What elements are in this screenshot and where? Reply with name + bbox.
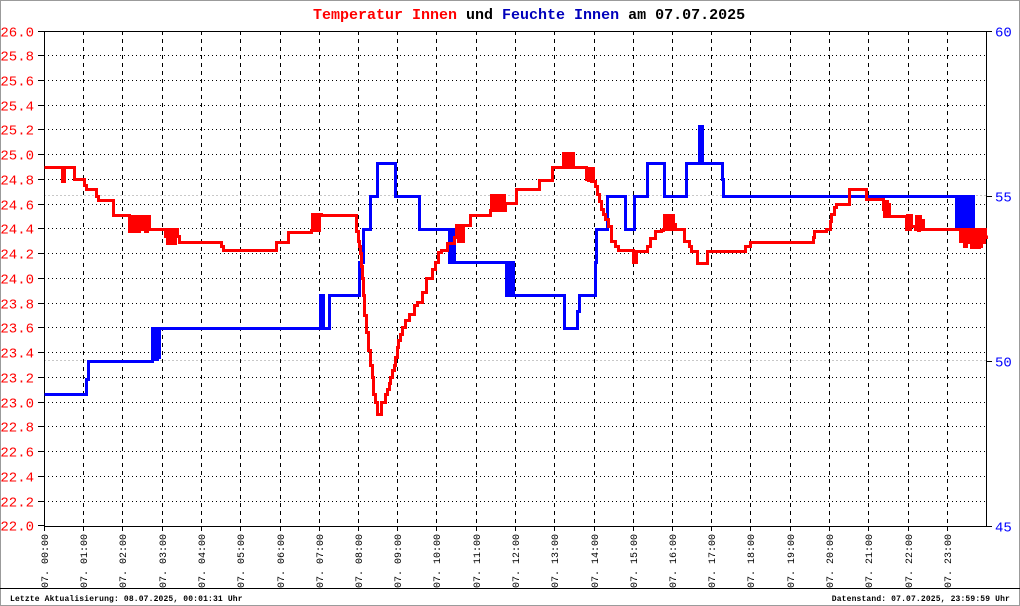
svg-text:07. 11:00: 07. 11:00 (473, 534, 484, 588)
svg-text:25.0: 25.0 (0, 149, 34, 165)
svg-text:24.8: 24.8 (0, 174, 34, 190)
svg-text:07. 13:00: 07. 13:00 (551, 534, 562, 588)
svg-text:07. 00:00: 07. 00:00 (41, 534, 52, 588)
svg-text:07. 21:00: 07. 21:00 (865, 534, 876, 588)
svg-text:22.0: 22.0 (0, 520, 34, 536)
svg-text:22.2: 22.2 (0, 496, 34, 512)
svg-text:07. 15:00: 07. 15:00 (630, 534, 641, 588)
svg-text:25.6: 25.6 (0, 75, 34, 91)
svg-text:23.2: 23.2 (0, 372, 34, 388)
svg-text:26.0: 26.0 (0, 26, 34, 42)
svg-text:07. 17:00: 07. 17:00 (708, 534, 719, 588)
svg-text:23.8: 23.8 (0, 298, 34, 314)
svg-text:Letzte Aktualisierung: 08.07.2: Letzte Aktualisierung: 08.07.2025, 00:01… (10, 595, 243, 604)
svg-text:23.6: 23.6 (0, 322, 34, 338)
svg-text:22.4: 22.4 (0, 471, 34, 487)
svg-text:23.4: 23.4 (0, 347, 34, 363)
svg-text:07. 14:00: 07. 14:00 (591, 534, 602, 588)
svg-text:Datenstand: 07.07.2025, 23:59:: Datenstand: 07.07.2025, 23:59:59 Uhr (832, 595, 1010, 604)
svg-text:07. 23:00: 07. 23:00 (944, 534, 955, 588)
svg-text:07. 06:00: 07. 06:00 (277, 534, 288, 588)
svg-text:07. 03:00: 07. 03:00 (159, 534, 170, 588)
svg-text:24.4: 24.4 (0, 223, 34, 239)
svg-text:25.4: 25.4 (0, 100, 34, 116)
svg-text:24.6: 24.6 (0, 199, 34, 215)
svg-text:25.2: 25.2 (0, 124, 34, 140)
svg-text:50: 50 (995, 356, 1012, 372)
svg-text:07. 16:00: 07. 16:00 (669, 534, 680, 588)
svg-text:60: 60 (995, 26, 1012, 42)
svg-text:07. 07:00: 07. 07:00 (316, 534, 327, 588)
svg-text:07. 19:00: 07. 19:00 (787, 534, 798, 588)
svg-text:07. 04:00: 07. 04:00 (198, 534, 209, 588)
svg-text:Temperatur Innen und Feuchte I: Temperatur Innen und Feuchte Innen am 07… (313, 7, 745, 24)
svg-text:07. 12:00: 07. 12:00 (512, 534, 523, 588)
svg-text:07. 20:00: 07. 20:00 (826, 534, 837, 588)
svg-text:07. 01:00: 07. 01:00 (80, 534, 91, 588)
svg-text:07. 09:00: 07. 09:00 (394, 534, 405, 588)
svg-text:07. 02:00: 07. 02:00 (119, 534, 130, 588)
svg-text:22.6: 22.6 (0, 446, 34, 462)
svg-text:07. 08:00: 07. 08:00 (355, 534, 366, 588)
svg-text:22.8: 22.8 (0, 421, 34, 437)
svg-text:07. 10:00: 07. 10:00 (433, 534, 444, 588)
svg-text:45: 45 (995, 521, 1012, 537)
svg-text:23.0: 23.0 (0, 397, 34, 413)
svg-text:07. 05:00: 07. 05:00 (237, 534, 248, 588)
svg-text:24.0: 24.0 (0, 273, 34, 289)
svg-text:55: 55 (995, 191, 1012, 207)
svg-text:25.8: 25.8 (0, 50, 34, 66)
svg-text:07. 22:00: 07. 22:00 (905, 534, 916, 588)
svg-text:07. 18:00: 07. 18:00 (747, 534, 758, 588)
svg-text:24.2: 24.2 (0, 248, 34, 264)
